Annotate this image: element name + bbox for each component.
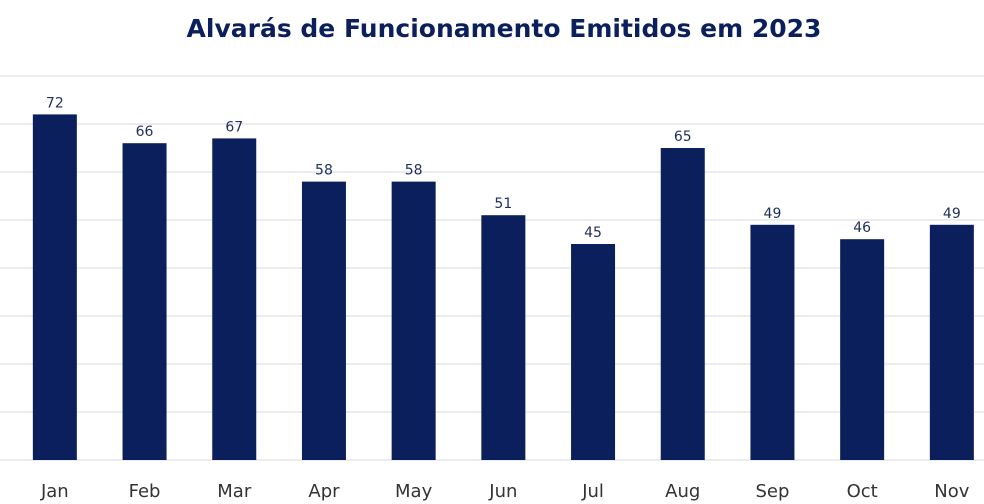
bar [571,244,616,460]
value-label: 51 [494,196,512,212]
bar [481,215,526,460]
value-label: 46 [853,220,871,236]
value-label: 45 [584,225,602,241]
x-tick-label: Jun [488,481,517,502]
bar [840,239,885,460]
x-tick-label: Sep [755,481,789,502]
bar [660,148,705,460]
value-label: 49 [943,206,961,222]
value-label: 72 [46,95,64,111]
bar [122,143,167,460]
x-tick-label: Aug [665,481,700,502]
bar [301,181,346,460]
value-label: 65 [674,129,692,145]
bar [32,114,77,461]
x-tick-label: Feb [129,481,161,502]
value-label: 67 [225,119,243,135]
value-label: 66 [136,124,154,140]
bar [391,181,436,460]
value-label: 58 [405,163,423,179]
value-label: 58 [315,163,333,179]
x-tick-label: Jan [40,481,69,502]
x-tick-label: Mar [217,481,252,502]
bar [212,138,257,460]
chart-title: Alvarás de Funcionamento Emitidos em 202… [187,14,822,43]
x-tick-label: Apr [308,481,340,502]
value-label: 49 [764,206,782,222]
x-tick-label: Oct [847,481,878,502]
bar [750,224,795,460]
bar [929,224,974,460]
x-tick-label: Jul [581,481,604,502]
x-tick-label: Nov [934,481,969,502]
x-tick-label: May [395,481,433,502]
